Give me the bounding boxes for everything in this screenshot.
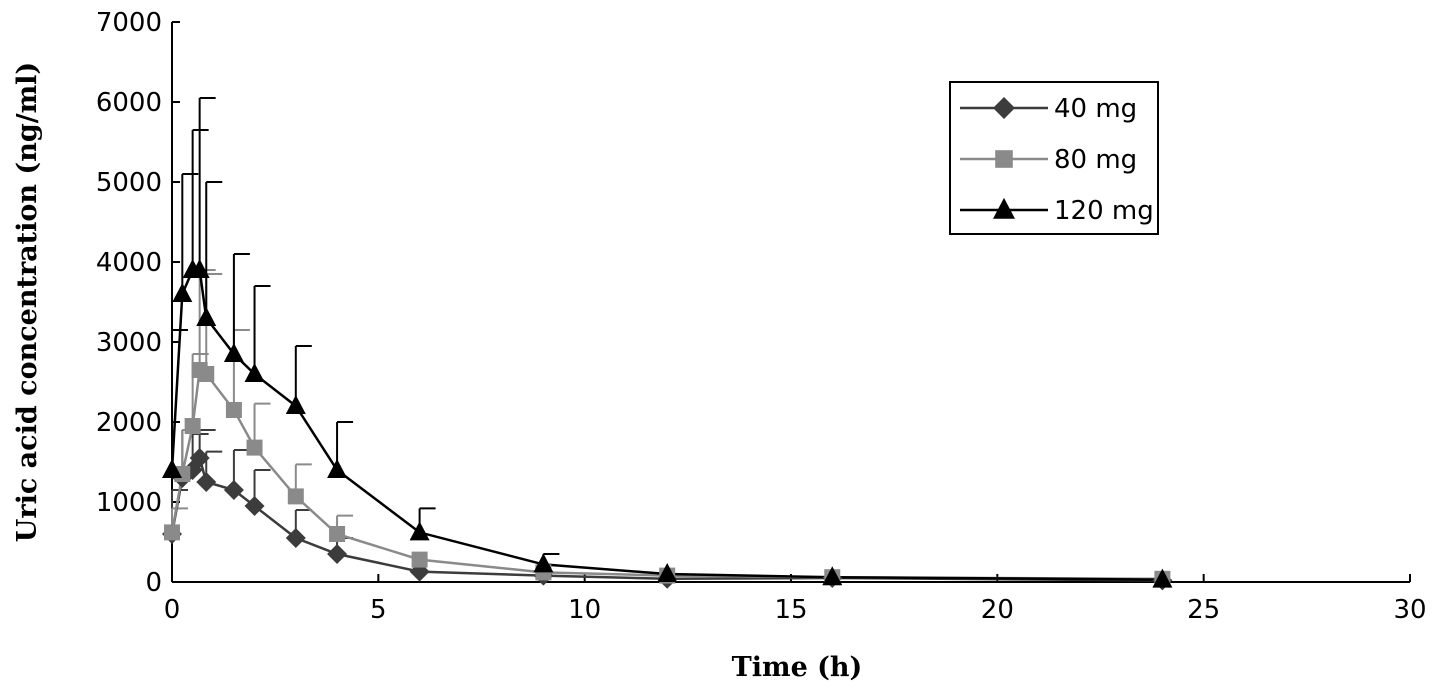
- data-point: [285, 395, 306, 414]
- x-axis-ticks: 0 5 10 15 20 25 30: [164, 574, 1427, 625]
- legend-label: 80 mg: [1054, 145, 1137, 175]
- data-point: [329, 526, 346, 542]
- data-point: [246, 439, 263, 456]
- x-axis-title: Time (h): [732, 652, 863, 683]
- data-point: [196, 472, 217, 492]
- x-tick-label: 5: [370, 595, 387, 625]
- data-point: [287, 488, 304, 505]
- legend-label: 40 mg: [1054, 94, 1137, 124]
- y-tick-label: 2000: [96, 408, 162, 438]
- data-point: [189, 448, 210, 468]
- x-tick-label: 25: [1187, 595, 1220, 625]
- legend-marker: [993, 97, 1015, 119]
- series-line: [170, 367, 1163, 581]
- data-point: [533, 553, 554, 573]
- data-point: [822, 566, 843, 586]
- data-point: [184, 418, 201, 434]
- legend-marker: [993, 197, 1015, 219]
- series-markers: [162, 259, 1173, 591]
- y-tick-label: 3000: [96, 328, 162, 358]
- y-axis-title: Uric acid concentration (ng/ml): [12, 62, 43, 542]
- y-tick-label: 1000: [96, 488, 162, 518]
- legend-marker: [995, 150, 1013, 168]
- data-point: [162, 459, 182, 478]
- x-tick-label: 20: [981, 595, 1014, 625]
- data-point: [189, 259, 210, 278]
- data-point: [244, 496, 265, 516]
- data-point: [1152, 568, 1173, 588]
- data-point: [327, 544, 348, 564]
- data-point: [198, 366, 215, 382]
- x-tick-label: 15: [774, 595, 807, 625]
- x-tick-label: 0: [164, 595, 181, 625]
- data-point: [244, 363, 265, 382]
- data-point: [164, 524, 180, 541]
- y-axis-ticks: 0 1000 2000 3000 4000 5000 6000 7000: [96, 8, 180, 598]
- data-point: [409, 521, 430, 541]
- data-point: [172, 283, 193, 302]
- data-point: [285, 528, 306, 548]
- axes: [171, 22, 1410, 583]
- series-lines: [170, 268, 1163, 582]
- x-tick-label: 30: [1393, 595, 1426, 625]
- y-tick-label: 7000: [96, 8, 162, 38]
- y-tick-label: 0: [145, 568, 162, 598]
- data-point: [196, 307, 217, 326]
- legend: 40 mg 80 mg 120 mg: [949, 81, 1159, 235]
- y-tick-label: 4000: [96, 248, 162, 278]
- data-point: [657, 563, 678, 582]
- x-tick-label: 10: [568, 595, 601, 625]
- y-tick-label: 6000: [96, 88, 162, 118]
- data-point: [223, 343, 244, 362]
- data-point: [327, 459, 348, 478]
- data-point: [223, 480, 244, 500]
- legend-label: 120 mg: [1054, 196, 1154, 226]
- data-point: [411, 551, 428, 568]
- data-point: [225, 402, 242, 418]
- series-line: [170, 268, 1163, 581]
- y-tick-label: 5000: [96, 168, 162, 198]
